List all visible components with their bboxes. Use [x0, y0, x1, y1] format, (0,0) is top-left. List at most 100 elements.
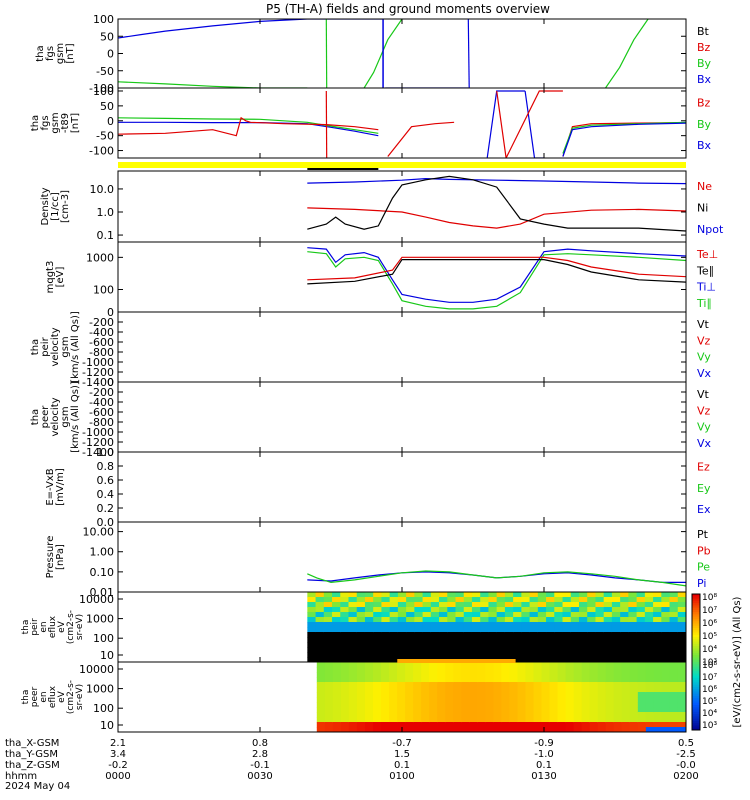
spec-cell [445, 707, 454, 713]
spec-cell [562, 632, 572, 638]
spec-cell [372, 677, 382, 683]
spec-cell [611, 642, 621, 648]
spec-cell [340, 722, 350, 728]
spec-cell [645, 672, 655, 678]
spec-cell [455, 652, 465, 658]
spec-cell [636, 597, 646, 603]
spec-cell [429, 702, 438, 708]
spec-cell [529, 617, 539, 623]
spec-cell [570, 622, 580, 628]
spec-cell [620, 632, 629, 638]
spec-cell [525, 662, 535, 668]
spec-cell [381, 612, 391, 618]
xaxis-row-label: tha_X-GSM [5, 738, 59, 749]
spec-cell [557, 702, 567, 708]
spec-cell [661, 722, 671, 728]
spec-cell [570, 657, 580, 663]
spec-cell [332, 677, 342, 683]
ytick-label: 1.0 [97, 446, 115, 459]
spec-cell [554, 607, 564, 613]
spec-cell [421, 667, 430, 673]
spec-cell [455, 637, 465, 643]
spec-cell [501, 722, 510, 728]
spec-cell [316, 687, 326, 693]
spec-cell [445, 692, 454, 698]
spec-cell [603, 597, 613, 603]
spec-cell [332, 692, 342, 698]
spec-cell [372, 662, 382, 668]
spec-cell [565, 707, 575, 713]
spec-cell [485, 682, 494, 688]
spec-cell [546, 637, 555, 643]
spec-cell [480, 622, 489, 628]
spec-cell [546, 632, 555, 638]
spec-cell [541, 682, 551, 688]
spec-cell [669, 707, 679, 713]
spec-cell [429, 712, 438, 718]
spec-cell [356, 637, 366, 643]
spec-cell [603, 612, 613, 618]
spec-cell [525, 722, 535, 728]
spec-cell [546, 627, 555, 633]
spec-cell [447, 647, 457, 653]
spec-cell [513, 637, 522, 643]
spec-cell [421, 707, 430, 713]
spec-cell [397, 682, 406, 688]
spec-cell [340, 662, 350, 668]
spec-cell [340, 607, 349, 613]
spec-cell [653, 607, 662, 613]
spec-cell [422, 637, 432, 643]
spec-cell [430, 607, 440, 613]
spec-cell [529, 597, 539, 603]
spec-cell [307, 627, 317, 633]
spec-cell [587, 647, 596, 653]
spec-cell [356, 617, 366, 623]
spec-cell [471, 627, 481, 633]
spec-cell [570, 642, 580, 648]
series-line-0 [307, 177, 686, 185]
spec-cell [557, 722, 567, 728]
spec-cell [316, 677, 326, 683]
spec-cell [669, 727, 679, 733]
spec-cell [463, 592, 473, 598]
legend-Vt: Vt [697, 388, 710, 401]
spec-cell [501, 687, 510, 693]
spec-cell [565, 722, 575, 728]
spec-cell [501, 707, 510, 713]
spec-cell [636, 647, 646, 653]
spec-cell [455, 627, 465, 633]
spec-cell [578, 642, 588, 648]
legend-Vx: Vx [697, 437, 712, 450]
spec-cell [485, 667, 494, 673]
spec-cell [620, 657, 629, 663]
xaxis-value: 0200 [673, 771, 698, 782]
spec-cell [397, 612, 407, 618]
spec-cell [669, 722, 679, 728]
spec-cell [463, 637, 473, 643]
spec-cell [323, 657, 333, 663]
spec-cell [521, 642, 531, 648]
spec-cell [348, 657, 358, 663]
colorbar-cell [692, 709, 700, 713]
spec-cell [529, 642, 539, 648]
spec-cell [405, 702, 414, 708]
spec-cell [613, 667, 623, 673]
spec-cell [504, 632, 514, 638]
spec-cell [677, 682, 687, 688]
spec-cell [570, 617, 580, 623]
spec-cell [645, 667, 655, 673]
spec-cell [439, 607, 448, 613]
ylabel-line: [km/s (All Qs)] [70, 311, 81, 383]
ylabel-line: tha [21, 690, 31, 705]
ylabel-line: peir [30, 618, 40, 636]
spec-cell [389, 717, 398, 723]
spec-cell [414, 607, 424, 613]
spec-cell [414, 612, 424, 618]
spec-cell [541, 707, 551, 713]
spec-cell [430, 632, 440, 638]
spec-cell [669, 712, 679, 718]
series-line-9 [562, 121, 686, 154]
spec-cell [453, 717, 462, 723]
